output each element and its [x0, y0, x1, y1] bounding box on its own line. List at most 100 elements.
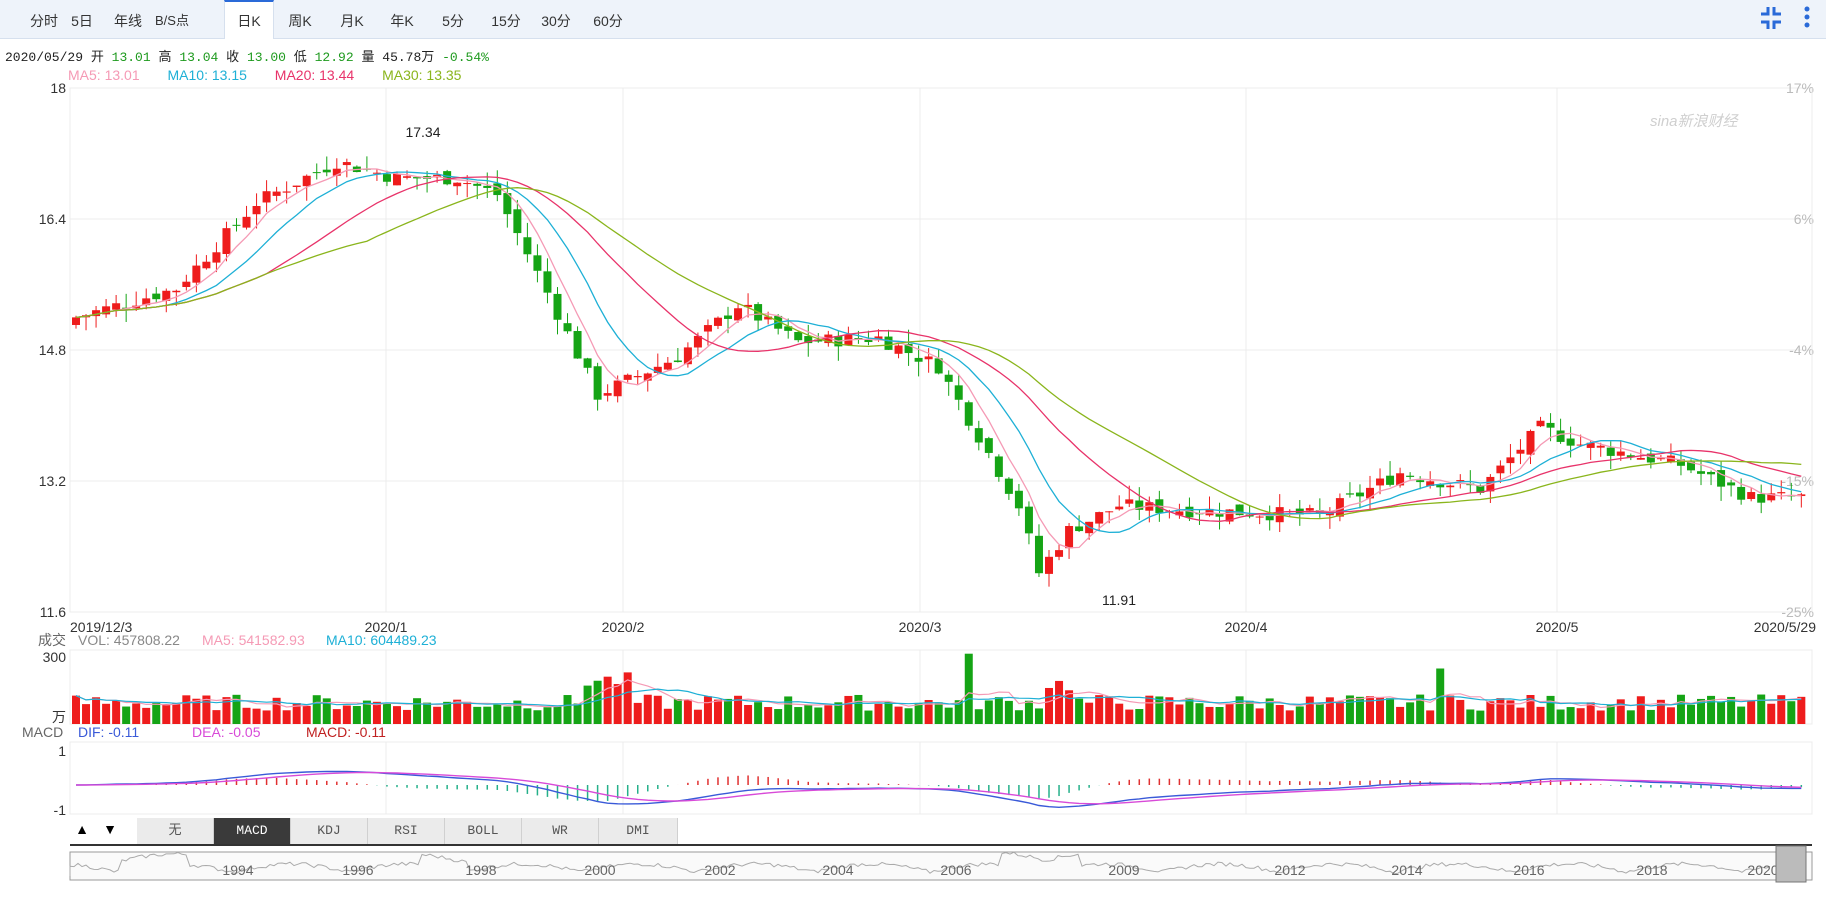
volume-legend-ma10: MA10: 604489.23: [326, 632, 437, 648]
tab-weekly-k[interactable]: 周K: [288, 13, 312, 29]
volume-legend-vol: VOL: 457808.22: [78, 632, 180, 648]
candle-body: [523, 237, 532, 255]
volume-bar: [172, 703, 181, 724]
volume-bar: [964, 653, 973, 724]
tab-yearline[interactable]: 年线: [114, 13, 142, 29]
tab-15min[interactable]: 15分: [491, 13, 521, 29]
tab-5min[interactable]: 5分: [442, 13, 464, 29]
volume-bar: [954, 700, 963, 724]
candle-body: [1656, 458, 1665, 460]
price-tick-label: 14.8: [39, 342, 66, 358]
volume-bar: [322, 698, 331, 724]
more-vertical-icon[interactable]: [1794, 4, 1820, 32]
volume-bar: [854, 694, 863, 724]
indicator-tab-rsi[interactable]: RSI: [368, 818, 445, 844]
volume-bar: [122, 706, 131, 724]
volume-bar: [1767, 703, 1776, 724]
volume-bar: [1777, 695, 1786, 724]
navigator-handle[interactable]: [1775, 845, 1807, 883]
indicator-tab-macd[interactable]: MACD: [214, 818, 291, 844]
volume-bar: [1305, 696, 1314, 724]
candle-body: [954, 385, 963, 400]
volume-bar: [1024, 700, 1033, 724]
candle-body: [202, 261, 211, 269]
candle-body: [272, 191, 281, 196]
volume-bar: [804, 704, 813, 724]
volume-bar: [1466, 709, 1475, 724]
ohlc-date: 2020/05/29: [5, 50, 84, 65]
volume-bar: [894, 706, 903, 724]
navigator-year-label: 2002: [704, 862, 735, 878]
navigator-history-line: [69, 851, 1771, 876]
tab-monthly-k[interactable]: 月K: [340, 13, 364, 29]
scroll-up-button[interactable]: ▲: [75, 821, 89, 837]
candle-body: [1727, 482, 1736, 486]
compress-icon[interactable]: [1758, 4, 1784, 32]
candle-body: [1135, 500, 1144, 510]
candle-body: [1235, 504, 1244, 516]
tab-daily-k[interactable]: 日K: [224, 0, 274, 39]
volume-bar: [433, 706, 442, 724]
candle-body: [1125, 499, 1134, 504]
candle-body: [1777, 492, 1786, 494]
candle-body: [1265, 515, 1274, 521]
volume-bar: [423, 702, 432, 724]
indicator-tab-boll[interactable]: BOLL: [445, 818, 522, 844]
tab-30min[interactable]: 30分: [541, 13, 571, 29]
tab-60min[interactable]: 60分: [593, 13, 623, 29]
candle-body: [152, 293, 161, 300]
volume-bar: [1536, 706, 1545, 724]
volume-bar: [1345, 695, 1354, 724]
indicator-tab-dmi[interactable]: DMI: [599, 818, 678, 844]
candle-body: [1305, 508, 1314, 511]
volume-bar: [1686, 704, 1695, 724]
volume-bar: [563, 695, 572, 724]
navigator-year-label: 2014: [1391, 862, 1422, 878]
indicator-tab-kdj[interactable]: KDJ: [291, 818, 368, 844]
volume-value: 45.78万: [382, 50, 435, 65]
volume-bar: [1315, 702, 1324, 724]
volume-bar: [1486, 701, 1495, 724]
volume-bar: [924, 699, 933, 724]
candle-body: [1426, 481, 1435, 486]
candle-body: [1476, 485, 1485, 493]
low-annotation: 11.91: [1102, 592, 1136, 608]
volume-bar: [673, 699, 682, 724]
candle-body: [162, 290, 171, 301]
volume-label: 量: [361, 50, 375, 65]
volume-bar: [1526, 694, 1535, 724]
scroll-down-button[interactable]: ▼: [103, 821, 117, 837]
ma5-legend: MA5: 13.01: [68, 67, 140, 83]
candle-body: [924, 356, 933, 360]
indicator-tab-wr[interactable]: WR: [522, 818, 599, 844]
volume-bar: [403, 709, 412, 724]
volume-bar: [1075, 698, 1084, 724]
percent-tick-label: 17%: [1786, 80, 1814, 96]
ma10-legend: MA10: 13.15: [167, 67, 247, 83]
tab-yearly-k[interactable]: 年K: [390, 13, 414, 29]
volume-bar: [262, 710, 271, 724]
candle-body: [1747, 492, 1756, 500]
open-label: 开: [90, 50, 104, 65]
volume-bar: [934, 702, 943, 724]
candle-body: [1225, 509, 1234, 522]
tab-5day[interactable]: 5日: [71, 13, 93, 29]
volume-bar: [1476, 710, 1485, 724]
tab-fenshi[interactable]: 分时: [30, 13, 58, 29]
volume-bar: [1285, 710, 1294, 724]
volume-bar: [1566, 707, 1575, 724]
volume-bar: [102, 703, 111, 724]
candle-body: [1767, 493, 1776, 501]
volume-bar: [1014, 710, 1023, 724]
indicator-tab-none[interactable]: 无: [137, 818, 214, 844]
tab-bs-points[interactable]: B/S点: [155, 13, 189, 28]
volume-bar: [844, 695, 853, 724]
volume-bar: [503, 706, 512, 724]
volume-bar: [1295, 706, 1304, 724]
volume-bar: [824, 705, 833, 724]
volume-bar: [1426, 710, 1435, 724]
candle-body: [1024, 506, 1033, 534]
volume-bar: [994, 697, 1003, 724]
volume-bar: [1506, 700, 1515, 724]
